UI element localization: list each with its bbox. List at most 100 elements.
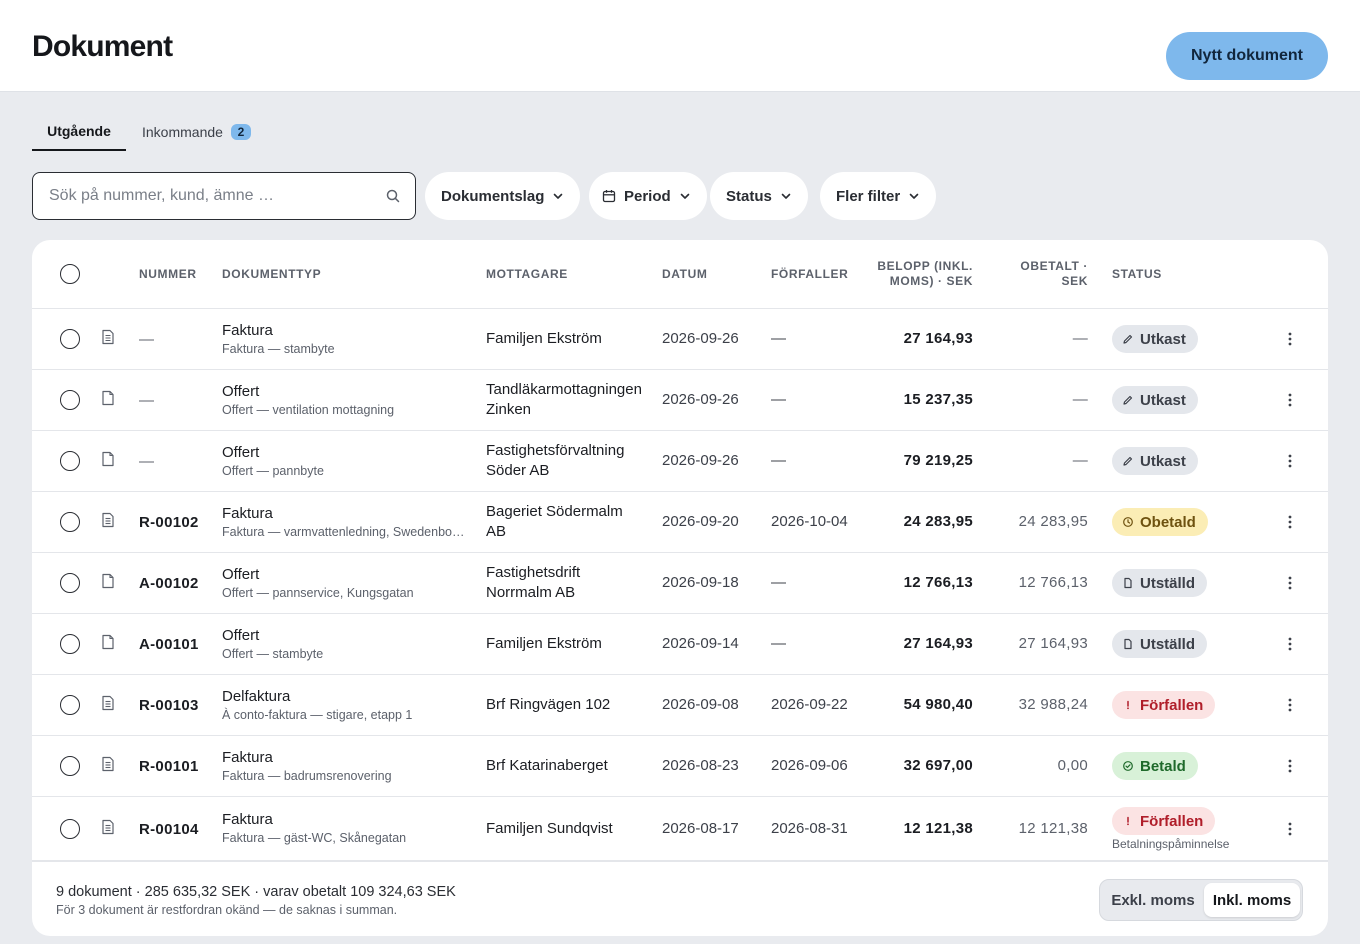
filter-document-type[interactable]: Dokumentslag [425,172,581,220]
column-number[interactable]: NUMMER [139,267,197,281]
column-status[interactable]: STATUS [1112,267,1162,281]
row-menu-button[interactable] [1280,449,1300,473]
document-date: 2026-09-26 [662,391,739,408]
excl-vat-option[interactable]: Exkl. moms [1111,891,1195,909]
search-input[interactable] [49,185,369,207]
row-menu-button[interactable] [1280,388,1300,412]
status-badge: Utkast [1112,325,1198,353]
document-number[interactable]: — [139,392,155,409]
document-number[interactable]: — [139,453,155,470]
status-badge: Förfallen [1112,691,1216,719]
recipient: Tandläkarmottagningen Zinken [486,380,651,420]
more-vertical-icon [1288,393,1292,407]
search-icon[interactable] [385,188,401,204]
row-menu-button[interactable] [1280,632,1300,656]
document-date: 2026-09-26 [662,452,739,469]
document-type: Offert [222,566,260,583]
document-number[interactable]: R-00102 [139,514,199,531]
due-date: — [771,330,786,347]
chevron-down-icon [909,193,919,199]
document-number[interactable]: R-00101 [139,758,199,775]
document-type: Faktura [222,749,273,766]
amount: 54 980,40 [903,696,973,713]
filter-document-type-label: Dokumentslag [441,187,545,205]
amount: 32 697,00 [903,757,973,774]
row-menu-button[interactable] [1280,571,1300,595]
document-date: 2026-09-18 [662,574,739,591]
column-unpaid[interactable]: OBETALT · SEK [1020,259,1088,289]
table-row[interactable]: R-00104 Faktura Faktura — gäst-WC, Skånega… [32,797,1328,861]
document-type-cell: Offert Offert — stambyte [222,627,472,662]
row-checkbox[interactable] [60,634,80,654]
table-row[interactable]: R-00103 Delfaktura À conto-faktura — stiga… [32,675,1328,736]
document-type-cell: Faktura Faktura — stambyte [222,322,472,357]
table-row[interactable]: A-00101 Offert Offert — stambyte Familjen E… [32,614,1328,675]
due-date: — [771,635,786,652]
recipient-line: Brf Ringvägen 102 [486,696,611,713]
row-checkbox[interactable] [60,819,80,839]
row-menu-button[interactable] [1280,817,1300,841]
document-date: 2026-09-08 [662,696,739,713]
row-checkbox[interactable] [60,695,80,715]
status-badge: Utställd [1112,569,1208,597]
select-all-checkbox[interactable] [60,264,80,284]
table-row[interactable]: R-00102 Faktura Faktura — varmvattenlednin… [32,492,1328,553]
table-row[interactable]: — Offert Offert — ventilation mottagning Ta… [32,370,1328,431]
alert-icon [1127,700,1129,710]
row-menu-button[interactable] [1280,510,1300,534]
status-badge: Förfallen [1112,807,1216,835]
invoice-icon [102,329,114,345]
tab-incoming[interactable]: Inkommande 2 [142,112,251,151]
top-bar: Dokument Nytt dokument [0,0,1360,92]
column-date[interactable]: DATUM [662,267,708,281]
amount: 27 164,93 [903,330,973,347]
row-checkbox[interactable] [60,573,80,593]
recipient: Brf Ringvägen 102 [486,695,651,715]
row-checkbox[interactable] [60,329,80,349]
document-number[interactable]: A-00101 [139,636,199,653]
row-checkbox[interactable] [60,390,80,410]
pencil-icon [1123,334,1133,344]
amount: 27 164,93 [903,635,973,652]
chevron-down-icon [781,193,791,199]
row-checkbox[interactable] [60,451,80,471]
document-type-cell: Faktura Faktura — gäst-WC, Skånegatan [222,811,472,846]
invoice-icon [102,756,114,772]
chevron-down-icon [680,193,689,199]
due-date: — [771,574,786,591]
recipient: Familjen Sundqvist [486,819,651,839]
document-date: 2026-09-14 [662,635,739,652]
row-checkbox[interactable] [60,756,80,776]
document-number[interactable]: R-00104 [139,821,199,838]
filter-more[interactable]: Fler filter [820,172,937,220]
column-amount[interactable]: BELOPP (INKL. MOMS) · SEK [877,259,973,289]
table-row[interactable]: — Faktura Faktura — stambyte Familjen Ekstr… [32,309,1328,370]
new-document-button[interactable]: Nytt dokument [1166,32,1328,80]
filter-status[interactable]: Status [710,172,808,220]
column-due[interactable]: FÖRFALLER [771,267,849,281]
document-number[interactable]: — [139,331,155,348]
column-unpaid-line2: SEK [1061,274,1088,288]
row-menu-button[interactable] [1280,693,1300,717]
document-number[interactable]: R-00103 [139,697,199,714]
document-number[interactable]: A-00102 [139,575,199,592]
column-doctype[interactable]: DOKUMENTTYP [222,267,322,281]
incl-vat-option[interactable]: Inkl. moms [1204,883,1300,917]
due-date: — [771,452,786,469]
alert-icon [1127,816,1129,826]
row-checkbox[interactable] [60,512,80,532]
table-row[interactable]: R-00101 Faktura Faktura — badrumsrenoverin… [32,736,1328,797]
table-row[interactable]: A-00102 Offert Offert — pannservice, Kungs… [32,553,1328,614]
document-subject: Offert — ventilation mottagning [222,403,395,417]
row-menu-button[interactable] [1280,327,1300,351]
table-row[interactable]: — Offert Offert — pannbyte Fastighetsförval… [32,431,1328,492]
recipient-line: Fastighetsförvaltning [486,442,625,459]
tab-outgoing[interactable]: Utgående [32,112,126,151]
document-subject: À conto-faktura — stigare, etapp 1 [222,708,413,722]
filter-period[interactable]: Period [589,172,707,220]
status-badge: Obetald [1112,508,1208,536]
column-recipient[interactable]: MOTTAGARE [486,267,568,281]
column-unpaid-line1: OBETALT · [1020,259,1088,273]
row-menu-button[interactable] [1280,754,1300,778]
document-type: Offert [222,627,260,644]
